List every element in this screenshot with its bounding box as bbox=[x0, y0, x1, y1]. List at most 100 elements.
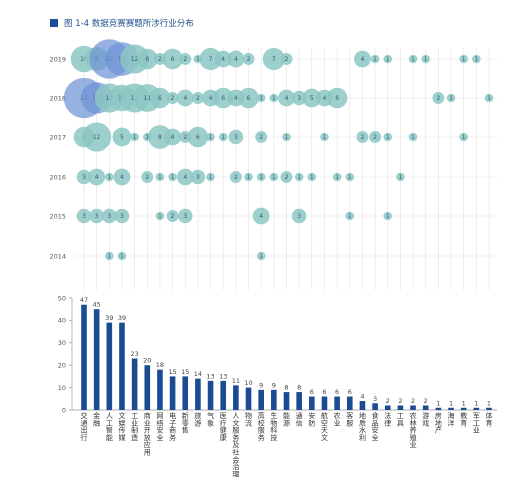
bar bbox=[207, 380, 214, 410]
bubble-value-label: 12 bbox=[93, 134, 101, 141]
bubble-value-label: 2 bbox=[361, 134, 365, 141]
bar bbox=[372, 403, 378, 410]
bubble-point bbox=[446, 93, 456, 103]
year-label: 2016 bbox=[49, 174, 66, 182]
bar-value-label: 6 bbox=[310, 388, 314, 396]
bubble-point bbox=[291, 208, 307, 224]
bubble-point bbox=[76, 208, 92, 224]
category-label: 商业开放应用 bbox=[144, 411, 151, 457]
bubble-value-label: 5 bbox=[310, 95, 314, 102]
bar bbox=[93, 309, 100, 410]
bubble-value-label: 3 bbox=[82, 174, 86, 181]
bar bbox=[144, 365, 151, 410]
bar-value-label: 11 bbox=[232, 377, 240, 385]
bar-value-label: 13 bbox=[219, 372, 227, 380]
bubble-value-label: 1 bbox=[259, 95, 263, 102]
bubble-value-label: 1 bbox=[259, 174, 263, 181]
bar-value-label: 2 bbox=[386, 397, 390, 405]
bubble-value-label: 2 bbox=[436, 95, 440, 102]
bubble-point bbox=[206, 132, 215, 142]
bubble-value-label: 2 bbox=[373, 134, 377, 141]
bubble-value-label: 2 bbox=[247, 56, 251, 63]
bubble-point bbox=[244, 172, 253, 182]
bubble-point bbox=[105, 172, 114, 182]
category-label: 新零售 bbox=[182, 411, 189, 435]
bubble-point bbox=[307, 172, 317, 182]
bubble-point bbox=[206, 172, 215, 182]
bubble-value-label: 3 bbox=[107, 213, 111, 220]
bar-value-label: 3 bbox=[373, 395, 377, 403]
bubble-value-label: 7 bbox=[272, 56, 276, 63]
bubble-point bbox=[214, 50, 232, 68]
bubble-value-label: 4 bbox=[259, 213, 263, 220]
bubble-value-label: 1 bbox=[107, 253, 111, 260]
bubble-point bbox=[408, 54, 418, 64]
bar-value-label: 15 bbox=[168, 368, 176, 376]
bar-value-label: 6 bbox=[335, 388, 339, 396]
bar-value-label: 2 bbox=[411, 397, 415, 405]
bubble-value-label: 4 bbox=[323, 95, 327, 102]
y-tick-label: 50 bbox=[58, 294, 66, 302]
chart-title: 图 1-4 数据竞赛赛题所涉行业分布 bbox=[64, 19, 194, 29]
bubble-point bbox=[176, 89, 194, 107]
bar bbox=[473, 407, 480, 410]
bar-value-label: 1 bbox=[462, 399, 466, 407]
bubble-value-label: 1 bbox=[120, 253, 124, 260]
bubble-point bbox=[252, 207, 270, 225]
bubble-point bbox=[256, 251, 266, 261]
category-label: 农业 bbox=[334, 411, 341, 427]
bar bbox=[106, 322, 113, 410]
bar-value-label: 1 bbox=[487, 399, 491, 407]
bubble-point bbox=[176, 168, 194, 186]
category-labels: 交通出行金融人工智能文娱传媒工业制造商业开放应用网络安全电子商务新零售旅游气象医… bbox=[81, 411, 493, 478]
bubble-value-label: 2 bbox=[183, 56, 187, 63]
bubble-value-label: 3 bbox=[297, 95, 301, 102]
category-label: 食品安全 bbox=[372, 411, 379, 442]
bubble-value-label: 1 bbox=[221, 134, 225, 141]
bubble-value-label: 1 bbox=[272, 95, 276, 102]
bubble-value-label: 3 bbox=[95, 213, 99, 220]
bar bbox=[195, 378, 201, 410]
bubble-value-label: 3 bbox=[120, 213, 124, 220]
bubble-value-label: 2 bbox=[196, 95, 200, 102]
bubble-point bbox=[149, 87, 171, 109]
category-label: 通信 bbox=[296, 411, 303, 427]
bubble-value-label: 2 bbox=[234, 174, 238, 181]
bubble-value-label: 1 bbox=[335, 174, 339, 181]
bubble-point bbox=[345, 172, 355, 182]
bar-value-label: 10 bbox=[244, 379, 252, 387]
bubble-value-label: 12 bbox=[131, 56, 139, 63]
bubble-point bbox=[155, 211, 165, 221]
y-tick-label: 20 bbox=[58, 362, 66, 370]
bar bbox=[182, 376, 189, 410]
bar-value-label: 45 bbox=[93, 301, 101, 309]
bar bbox=[296, 392, 302, 410]
bar bbox=[271, 389, 277, 410]
bubble-point bbox=[269, 172, 279, 182]
bubble-value-label: 4 bbox=[171, 134, 175, 141]
bubble-point bbox=[179, 53, 192, 65]
bubble-value-label: 8 bbox=[158, 134, 162, 141]
bar-value-label: 39 bbox=[118, 314, 126, 322]
bar bbox=[220, 380, 227, 410]
bubble-point bbox=[302, 88, 322, 108]
bubble-point bbox=[421, 54, 431, 64]
bubble-point bbox=[291, 90, 307, 106]
year-label: 2018 bbox=[49, 95, 66, 103]
bubble-point bbox=[155, 172, 165, 182]
bar-value-label: 6 bbox=[348, 388, 352, 396]
category-label: 医疗健康 bbox=[220, 412, 227, 442]
year-label: 2019 bbox=[49, 56, 66, 64]
bubble-point bbox=[162, 48, 183, 70]
bar-value-label: 39 bbox=[105, 314, 113, 322]
bar bbox=[410, 405, 416, 410]
bar bbox=[258, 389, 264, 410]
bar-value-label: 15 bbox=[181, 368, 189, 376]
title-marker-icon bbox=[50, 19, 58, 27]
bar bbox=[384, 405, 391, 410]
bubble-value-label: 1 bbox=[285, 134, 289, 141]
bubble-point bbox=[356, 131, 369, 143]
bubble-point bbox=[383, 211, 393, 221]
bar-value-label: 14 bbox=[194, 370, 202, 378]
bar-value-label: 18 bbox=[156, 361, 164, 369]
